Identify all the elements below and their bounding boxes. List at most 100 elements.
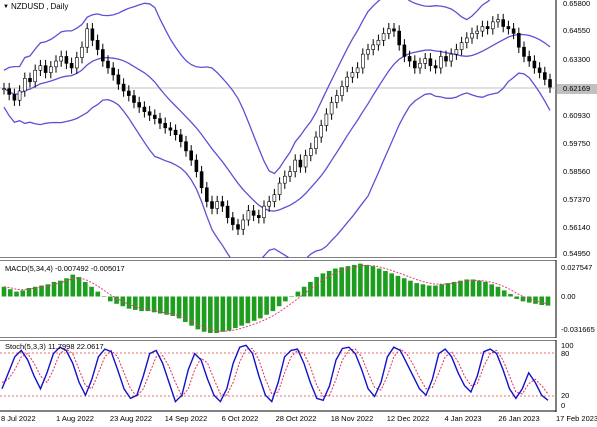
candle-body — [54, 60, 58, 68]
price-chart-svg[interactable] — [0, 0, 597, 258]
stoch-panel[interactable]: Stoch(5,3,3) 11.7998 22.0617 100 80 20 0 — [0, 340, 597, 412]
macd-histogram-bar — [408, 280, 413, 297]
candle-body — [80, 46, 84, 58]
candle-body — [293, 159, 298, 172]
price-tick-label: 0.63300 — [563, 55, 591, 64]
candle-body — [485, 26, 490, 30]
candle-body — [350, 72, 355, 78]
candle-body — [116, 74, 121, 85]
price-panel[interactable]: ▼ NZDUSD, Daily 0.65800 0.64550 0.63300 0.60… — [0, 0, 597, 258]
macd-histogram-bar — [45, 284, 51, 297]
macd-histogram-bar — [345, 266, 351, 297]
symbol-timeframe: Daily — [50, 2, 69, 11]
macd-histogram-bar — [82, 281, 88, 297]
candle-body — [189, 150, 193, 161]
candle-body — [371, 44, 376, 50]
candle-body — [392, 28, 396, 32]
candle-body — [501, 19, 506, 27]
macd-histogram-bar — [414, 283, 420, 297]
macd-axis-zero: 0.00 — [561, 292, 576, 301]
bollinger-band-mid — [3, 33, 551, 212]
candle-body — [355, 67, 360, 73]
candle-body — [262, 205, 266, 218]
macd-histogram-bar — [270, 296, 276, 312]
candle-body — [376, 40, 381, 46]
candle-body — [470, 33, 474, 39]
macd-histogram-bar — [7, 289, 13, 297]
macd-histogram-bar — [333, 268, 338, 297]
dropdown-triangle-icon[interactable]: ▼ — [3, 3, 9, 10]
candle-body — [173, 129, 178, 136]
candle-body — [345, 76, 350, 87]
macd-histogram-bar — [389, 273, 394, 297]
candle-body — [412, 60, 417, 69]
macd-histogram-bar — [139, 296, 144, 312]
candle-body — [236, 224, 240, 230]
macd-histogram-bar — [20, 290, 26, 297]
date-tick-label: 17 Feb 2023 — [556, 414, 597, 423]
candle-body — [423, 58, 428, 64]
macd-histogram-bar — [132, 296, 138, 310]
candle-body — [7, 88, 11, 95]
macd-histogram-bar — [364, 264, 369, 297]
candle-body — [340, 86, 344, 96]
macd-histogram-bar — [370, 266, 376, 297]
macd-histogram-bar — [464, 279, 470, 297]
candle-body — [101, 49, 105, 62]
macd-histogram-bar — [470, 279, 476, 297]
candle-body — [532, 60, 537, 69]
stoch-axis-80: 80 — [561, 349, 570, 358]
date-tick-label: 1 Aug 2022 — [56, 414, 94, 423]
candle-body — [210, 201, 214, 209]
candle-body — [516, 33, 521, 48]
candle-body — [397, 30, 402, 46]
candle-body — [537, 67, 542, 73]
date-tick-label: 26 Jan 2023 — [498, 414, 540, 423]
macd-histogram-bar — [483, 281, 488, 297]
macd-histogram-bar — [514, 296, 520, 299]
candle-body — [12, 94, 17, 101]
macd-histogram-bar — [420, 284, 426, 297]
candle-body — [282, 175, 287, 184]
candle-body — [522, 46, 526, 57]
macd-histogram-bar — [395, 275, 401, 297]
stoch-label: Stoch(5,3,3) 11.7998 22.0617 — [5, 342, 104, 351]
macd-histogram-bar — [145, 296, 151, 312]
macd-histogram-bar — [208, 296, 213, 333]
macd-histogram-bar — [445, 283, 451, 297]
macd-histogram-bar — [489, 284, 495, 297]
candle-body — [179, 134, 183, 142]
candle-body — [444, 56, 448, 62]
candle-body — [324, 113, 329, 126]
candle-body — [106, 60, 110, 69]
candle-body — [288, 171, 292, 177]
date-tick-label: 12 Dec 2022 — [386, 414, 430, 423]
candle-body — [386, 28, 391, 34]
macd-histogram-bar — [239, 296, 244, 326]
candle-body — [59, 56, 64, 62]
price-tick-label: 0.56140 — [563, 223, 591, 232]
macd-chart-svg[interactable] — [0, 260, 597, 338]
macd-histogram-bar — [95, 291, 101, 297]
candle-body — [194, 159, 199, 172]
candle-body — [205, 187, 209, 202]
macd-histogram-bar — [314, 277, 319, 297]
candle-body — [127, 90, 131, 96]
macd-histogram-bar — [533, 296, 538, 304]
candle-body — [381, 33, 386, 41]
candle-body — [153, 114, 157, 119]
candle-body — [69, 63, 74, 69]
symbol-separator: , — [46, 2, 49, 11]
macd-histogram-bar — [214, 296, 219, 333]
date-tick-label: 28 Oct 2022 — [275, 414, 317, 423]
macd-histogram-bar — [183, 296, 188, 323]
macd-axis-bottom: -0.031665 — [561, 325, 595, 334]
candle-body — [303, 155, 308, 168]
macd-histogram-bar — [101, 296, 107, 297]
price-tick-label: 0.65800 — [563, 0, 591, 8]
date-tick-label: 18 Nov 2022 — [330, 414, 374, 423]
macd-histogram-bar — [164, 296, 169, 315]
stoch-chart-svg[interactable] — [0, 340, 597, 412]
macd-panel[interactable]: MACD(5,34,4) -0.007492 -0.005017 0.02754… — [0, 260, 597, 338]
candle-body — [454, 49, 459, 55]
